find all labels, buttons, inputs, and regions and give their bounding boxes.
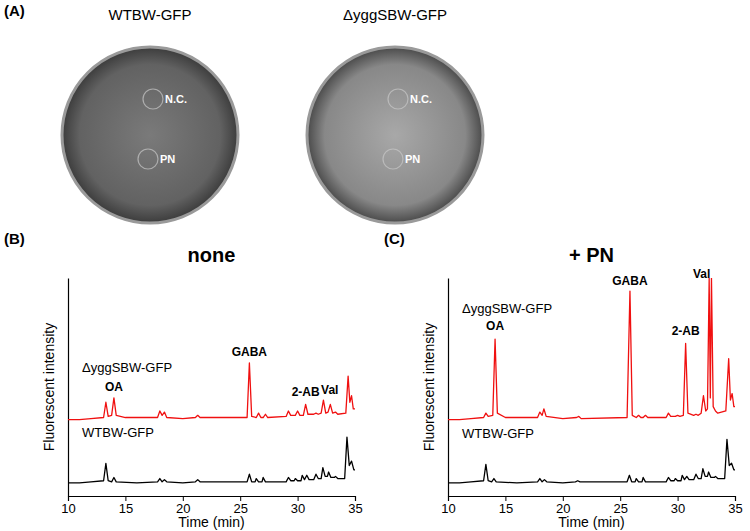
plate-title: WTBW-GFP: [108, 6, 191, 23]
chart: none101520253035Time (min)Fluorescent in…: [41, 244, 363, 530]
series-label: ΔyggSBW-GFP: [82, 360, 172, 375]
peak-label: GABA: [612, 274, 648, 288]
peak-label: Val: [693, 267, 710, 281]
x-tick-label: 10: [441, 501, 455, 516]
x-tick-label: 30: [671, 501, 685, 516]
series-label: WTBW-GFP: [82, 425, 154, 440]
plot-area: [448, 278, 735, 483]
x-tick-label: 15: [499, 501, 513, 516]
x-tick: 15: [119, 496, 133, 516]
spot: [138, 149, 158, 169]
chart-title: none: [188, 244, 236, 266]
x-tick-label: 15: [119, 501, 133, 516]
x-tick: 35: [348, 496, 362, 516]
spot: [383, 149, 403, 169]
y-axis-line: [448, 279, 449, 497]
x-tick-label: 35: [348, 501, 362, 516]
chart-title: + PN: [569, 244, 614, 266]
peak-label: 2-AB: [292, 385, 320, 399]
x-tick: 30: [291, 496, 305, 516]
x-tick: 10: [61, 496, 75, 516]
y-axis: [448, 279, 449, 497]
figure: (A) (B) (C) WTBW-GFP N.C. PN ΔyggSBW-GFP N.C. PN…: [0, 0, 750, 531]
x-tick: 10: [441, 496, 455, 516]
y-axis-line: [68, 279, 69, 497]
plate: [307, 47, 483, 223]
x-tick: 35: [728, 496, 742, 516]
x-tick: 15: [499, 496, 513, 516]
panel-label: (A): [4, 2, 25, 19]
plate-title: ΔyggSBW-GFP: [343, 6, 447, 23]
y-axis-title: Fluorescent intensity: [421, 323, 437, 451]
x-axis-line: [69, 497, 356, 502]
x-tick-label: 30: [291, 501, 305, 516]
x-axis-title: Time (min): [178, 514, 244, 530]
y-axis: [68, 279, 69, 497]
spot-label: PN: [405, 153, 420, 165]
spot-label: N.C.: [410, 93, 432, 105]
spot: [143, 89, 163, 109]
spot-label: PN: [160, 153, 175, 165]
panel-label: (B): [4, 230, 25, 247]
peak-label: Val: [321, 383, 338, 397]
plate: [62, 47, 238, 223]
x-tick: 30: [671, 496, 685, 516]
x-tick-label: 10: [61, 501, 75, 516]
x-tick-label: 35: [728, 501, 742, 516]
plot-area: [68, 363, 355, 483]
y-axis-title: Fluorescent intensity: [41, 323, 57, 451]
peak-label: OA: [105, 380, 123, 394]
trace: [68, 437, 355, 483]
panel-label: (C): [384, 230, 405, 247]
peak-label: 2-AB: [672, 324, 700, 338]
trace: [448, 439, 735, 483]
chart: + PN101520253035Time (min)Fluorescent in…: [421, 244, 743, 530]
peak-label: GABA: [232, 345, 268, 359]
spot-label: N.C.: [165, 93, 187, 105]
peak-label: OA: [486, 319, 504, 333]
spot: [388, 89, 408, 109]
trace: [448, 278, 735, 420]
series-label: WTBW-GFP: [462, 426, 534, 441]
series-label: ΔyggSBW-GFP: [462, 301, 552, 316]
x-axis-title: Time (min): [558, 514, 624, 530]
x-axis-line: [449, 497, 736, 502]
